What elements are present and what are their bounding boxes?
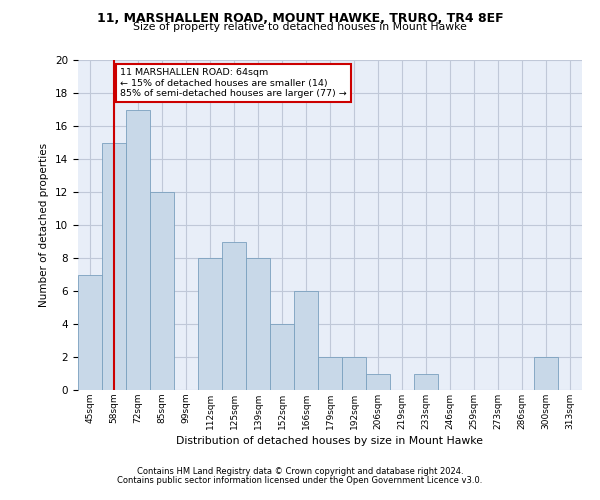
Bar <box>246 258 270 390</box>
Bar <box>318 357 342 390</box>
Bar <box>198 258 222 390</box>
Bar <box>78 274 102 390</box>
Bar <box>270 324 294 390</box>
Text: 11, MARSHALLEN ROAD, MOUNT HAWKE, TRURO, TR4 8EF: 11, MARSHALLEN ROAD, MOUNT HAWKE, TRURO,… <box>97 12 503 26</box>
Bar <box>150 192 174 390</box>
Bar <box>414 374 438 390</box>
Text: Contains HM Land Registry data © Crown copyright and database right 2024.: Contains HM Land Registry data © Crown c… <box>137 467 463 476</box>
X-axis label: Distribution of detached houses by size in Mount Hawke: Distribution of detached houses by size … <box>176 436 484 446</box>
Bar <box>102 142 126 390</box>
Bar <box>342 357 366 390</box>
Bar <box>294 291 318 390</box>
Bar <box>126 110 150 390</box>
Text: Size of property relative to detached houses in Mount Hawke: Size of property relative to detached ho… <box>133 22 467 32</box>
Y-axis label: Number of detached properties: Number of detached properties <box>40 143 49 307</box>
Bar <box>222 242 246 390</box>
Bar <box>366 374 390 390</box>
Text: 11 MARSHALLEN ROAD: 64sqm
← 15% of detached houses are smaller (14)
85% of semi-: 11 MARSHALLEN ROAD: 64sqm ← 15% of detac… <box>120 68 347 98</box>
Text: Contains public sector information licensed under the Open Government Licence v3: Contains public sector information licen… <box>118 476 482 485</box>
Bar <box>534 357 558 390</box>
